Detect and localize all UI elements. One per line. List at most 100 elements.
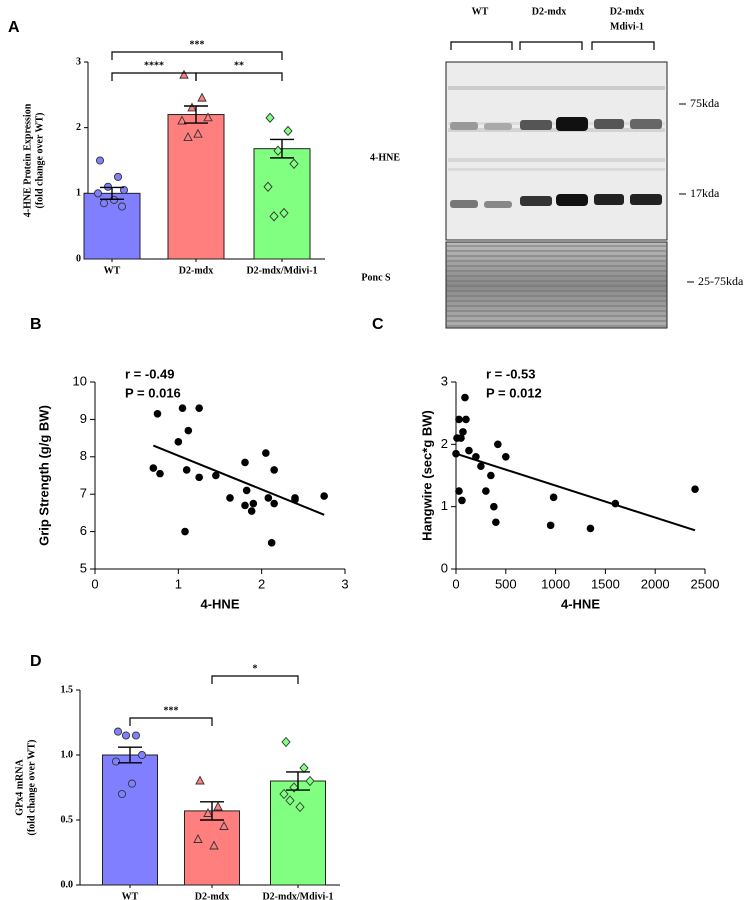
point xyxy=(241,458,249,467)
point xyxy=(283,125,293,137)
point xyxy=(93,189,103,198)
error-bar xyxy=(184,105,208,124)
point xyxy=(586,524,595,533)
x-tick-label: 2000 xyxy=(641,576,670,591)
y-tick-label: 1 xyxy=(441,498,448,513)
point xyxy=(462,415,470,424)
group-label: WT xyxy=(472,6,489,17)
x-tick-label: D2-mdx/Mdivi-1 xyxy=(246,265,317,276)
x-tick-label: 3 xyxy=(341,576,348,591)
point xyxy=(183,132,193,141)
point xyxy=(195,404,203,412)
y-tick-label: 1 xyxy=(76,188,81,199)
point xyxy=(285,795,295,806)
point xyxy=(113,172,123,181)
y-tick-label: 1.5 xyxy=(61,684,74,695)
point xyxy=(281,736,291,748)
point xyxy=(182,466,191,474)
y-tick-label: 2 xyxy=(441,436,448,451)
point xyxy=(177,115,187,125)
size-marker: 25-75kda xyxy=(698,274,744,288)
x-tick-label: 1000 xyxy=(541,576,570,591)
point xyxy=(149,464,158,472)
point xyxy=(465,446,473,455)
point xyxy=(153,409,162,418)
point xyxy=(247,507,256,515)
chart: 5 6 7 8 9 10 0 1 2 3 4-HNE Grip Strength (g/g BW) r … xyxy=(36,366,348,611)
significance-label: *** xyxy=(190,39,205,50)
point xyxy=(269,211,279,222)
point xyxy=(156,469,164,478)
bar xyxy=(167,114,225,260)
x-tick-label: D2-mdx/Mdivi-1 xyxy=(262,891,333,900)
point xyxy=(494,440,502,449)
y-tick-label: 3 xyxy=(76,56,81,67)
significance-bracket xyxy=(211,675,299,684)
point xyxy=(273,145,283,156)
y-tick-label: 5 xyxy=(80,560,87,575)
point xyxy=(461,393,469,402)
point xyxy=(295,801,305,813)
x-tick-label: 2 xyxy=(258,576,265,591)
significance-label: ** xyxy=(234,60,244,71)
point xyxy=(249,499,258,508)
point xyxy=(193,834,203,843)
significance-bracket xyxy=(111,51,283,60)
point xyxy=(691,485,699,494)
x-tick-label: 1 xyxy=(175,576,182,591)
group-label: D2-mdx xyxy=(610,6,644,17)
stat-label: P = 0.016 xyxy=(125,385,181,400)
point xyxy=(267,539,276,547)
y-axis-label: 4-HNE Protein Expression xyxy=(22,103,33,217)
significance-label: * xyxy=(253,663,258,674)
chart: 0 1 2 3 4-HNE Protein Expression (fold change… xyxy=(22,39,325,276)
point xyxy=(121,731,131,740)
point xyxy=(137,750,147,760)
group-label: D2-mdx xyxy=(532,6,566,17)
point xyxy=(184,426,193,435)
point xyxy=(299,762,309,774)
significance-label: *** xyxy=(164,705,179,716)
blot-upper xyxy=(445,61,668,241)
point xyxy=(270,466,278,474)
point xyxy=(263,181,273,192)
y-tick-label: 0 xyxy=(76,253,81,264)
point xyxy=(193,128,203,138)
point xyxy=(241,501,249,510)
point xyxy=(279,788,289,800)
point xyxy=(458,496,466,505)
significance-bracket xyxy=(129,717,213,726)
bar xyxy=(83,192,141,260)
size-marker: 75kda xyxy=(690,96,720,110)
y-axis-label: GPx4 mRNA xyxy=(14,759,25,816)
western-blot: WT D2-mdx D2-mdx Mdivi-1 4-HNE xyxy=(361,6,744,329)
trend-line xyxy=(455,452,696,532)
point xyxy=(270,499,278,508)
chart: 0 1 2 3 0 500 1000 1500 2000 2500 4-HNE Hangwire (s… xyxy=(419,366,719,611)
point xyxy=(219,821,229,830)
point xyxy=(195,473,203,482)
point xyxy=(197,92,207,102)
x-tick-label: WT xyxy=(104,265,121,276)
point xyxy=(262,449,270,457)
point xyxy=(195,775,205,785)
stat-label: r = -0.53 xyxy=(486,366,536,381)
point xyxy=(187,102,197,112)
panel-label: C xyxy=(372,316,384,333)
point xyxy=(203,808,213,817)
point xyxy=(226,494,234,502)
y-tick-label: 10 xyxy=(73,373,87,388)
point xyxy=(113,727,123,736)
point xyxy=(174,438,183,446)
x-tick-label: 2500 xyxy=(691,576,720,591)
x-axis-label: 4-HNE xyxy=(561,596,600,611)
y-tick-label: 7 xyxy=(80,486,87,501)
point xyxy=(117,789,127,799)
group-bracket xyxy=(450,41,655,50)
point xyxy=(119,185,129,195)
point xyxy=(178,404,187,412)
x-tick-label: 1500 xyxy=(591,576,620,591)
bar xyxy=(253,148,311,260)
